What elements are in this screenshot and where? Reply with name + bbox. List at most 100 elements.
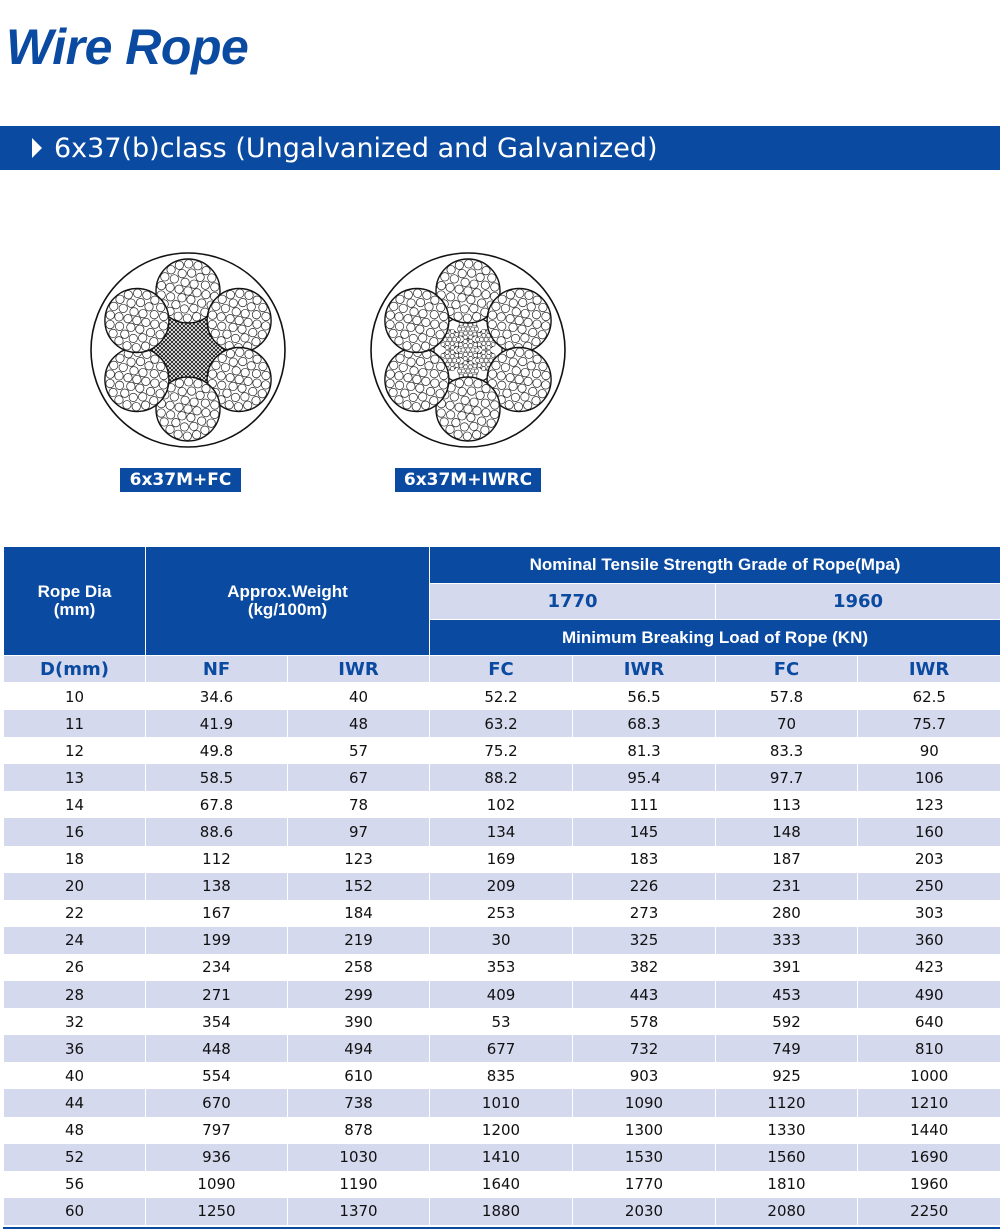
subheader-cell: NF: [145, 655, 288, 683]
table-cell: 183: [572, 845, 716, 873]
table-cell: 60: [3, 1197, 146, 1225]
header-rope-dia: Rope Dia (mm): [3, 546, 146, 656]
table-cell: 391: [715, 953, 858, 982]
page-title: Wire Rope: [6, 19, 249, 75]
table-cell: 333: [715, 926, 858, 954]
table-cell: 81.3: [572, 737, 716, 765]
table-cell: 749: [715, 1035, 858, 1063]
table-cell: 199: [145, 926, 288, 954]
table-cell: 75.7: [857, 710, 1000, 738]
rope-strand: [104, 287, 170, 354]
table-cell: 1770: [572, 1170, 716, 1198]
table-cell: 578: [572, 1008, 716, 1036]
table-cell: 925: [715, 1062, 858, 1090]
table-cell: 169: [429, 845, 573, 873]
table-cell: 353: [429, 953, 573, 982]
table-cell: 1640: [429, 1170, 573, 1198]
table-cell: 134: [429, 818, 573, 846]
table-cell: 88.6: [145, 818, 288, 846]
rope-strand: [384, 287, 450, 354]
table-cell: 14: [3, 791, 146, 819]
table-cell: 75.2: [429, 737, 573, 765]
table-row: 28 271 299 409 443 453 490: [3, 981, 1000, 1009]
table-cell: 209: [429, 872, 573, 900]
rope-strand: [155, 376, 221, 442]
header-weight: Approx.Weight (kg/100m): [144, 546, 431, 656]
rope-strand: [384, 346, 450, 413]
table-cell: 78: [286, 791, 430, 819]
table-cell: 390: [286, 1008, 430, 1036]
table-cell: 1300: [572, 1116, 716, 1144]
table-cell: 494: [286, 1035, 430, 1063]
table-cell: 1560: [715, 1143, 858, 1171]
table-cell: 187: [715, 845, 858, 873]
rope-label-fc: 6x37M+FC: [120, 468, 241, 492]
table-cell: 30: [429, 926, 573, 954]
table-cell: 1880: [429, 1197, 573, 1225]
table-cell: 68.3: [572, 710, 716, 738]
table-cell: 123: [857, 791, 1000, 819]
triangle-right-icon: [32, 138, 42, 158]
header-breaking-load: Minimum Breaking Load of Rope (KN): [429, 619, 1000, 656]
table-cell: 57.8: [715, 682, 858, 711]
table-cell: 22: [3, 899, 146, 927]
subheader-cell: FC: [715, 655, 859, 683]
table-cell: 303: [857, 899, 1000, 927]
section-title: 6x37(b)class (Ungalvanized and Galvanize…: [54, 132, 658, 164]
table-cell: 1410: [429, 1143, 573, 1171]
rope-strand: [486, 287, 552, 354]
table-cell: 271: [145, 981, 288, 1009]
table-cell: 273: [572, 899, 716, 927]
table-row: 13 58.5 67 88.2 95.4 97.7 106: [3, 764, 1000, 792]
table-cell: 732: [572, 1035, 716, 1063]
table-cell: 1090: [572, 1089, 716, 1117]
header-grade-1960: 1960: [715, 583, 1000, 620]
table-cell: 18: [3, 845, 146, 873]
table-cell: 52.2: [429, 682, 573, 711]
table-cell: 56.5: [572, 682, 716, 711]
table-row: 18 112 123 169 183 187 203: [3, 845, 1000, 873]
table-body: 10 34.6 40 52.2 56.5 57.8 62.5 11 41.9 48 63.2 68.3…: [3, 682, 1000, 1225]
table-cell: 231: [715, 872, 858, 900]
table-cell: 36: [3, 1035, 146, 1063]
rope-strand: [104, 346, 170, 413]
table-cell: 1440: [857, 1116, 1000, 1144]
table-cell: 1690: [857, 1143, 1000, 1171]
subheader-cell: IWR: [286, 655, 431, 683]
spec-table: Rope Dia (mm) Approx.Weight (kg/100m) No…: [3, 546, 1000, 1225]
table-cell: 10: [3, 682, 146, 711]
table-cell: 835: [429, 1062, 573, 1090]
rope-strand: [435, 376, 501, 442]
table-cell: 52: [3, 1143, 146, 1171]
table-row: 12 49.8 57 75.2 81.3 83.3 90: [3, 737, 1000, 765]
rope-strand: [206, 287, 272, 354]
table-row: 44 670 738 1010 1090 1120 1210: [3, 1089, 1000, 1117]
table-cell: 13: [3, 764, 146, 792]
table-cell: 226: [572, 872, 716, 900]
table-cell: 48: [3, 1116, 146, 1144]
table-cell: 1330: [715, 1116, 858, 1144]
table-cell: 448: [145, 1035, 288, 1063]
table-row: 48 797 878 1200 1300 1330 1440: [3, 1116, 1000, 1144]
table-cell: 41.9: [145, 710, 288, 738]
table-cell: 677: [429, 1035, 573, 1063]
table-cell: 67.8: [145, 791, 288, 819]
table-cell: 1250: [145, 1197, 288, 1225]
table-cell: 24: [3, 926, 146, 954]
table-cell: 152: [286, 872, 430, 900]
table-cell: 40: [3, 1062, 146, 1090]
table-cell: 88.2: [429, 764, 573, 792]
rope-strand: [206, 346, 272, 413]
table-cell: 123: [286, 845, 430, 873]
table-cell: 203: [857, 845, 1000, 873]
table-cell: 382: [572, 953, 716, 982]
table-row: 26 234 258 353 382 391 423: [3, 953, 1000, 982]
table-cell: 280: [715, 899, 858, 927]
table-row: 52 936 1030 1410 1530 1560 1690: [3, 1143, 1000, 1171]
table-cell: 34.6: [145, 682, 288, 711]
table-cell: 250: [857, 872, 1000, 900]
table-cell: 325: [572, 926, 716, 954]
table-row: 22 167 184 253 273 280 303: [3, 899, 1000, 927]
rope-label-iwrc: 6x37M+IWRC: [395, 468, 541, 492]
rope-fc-diagram-svg: [90, 252, 286, 448]
